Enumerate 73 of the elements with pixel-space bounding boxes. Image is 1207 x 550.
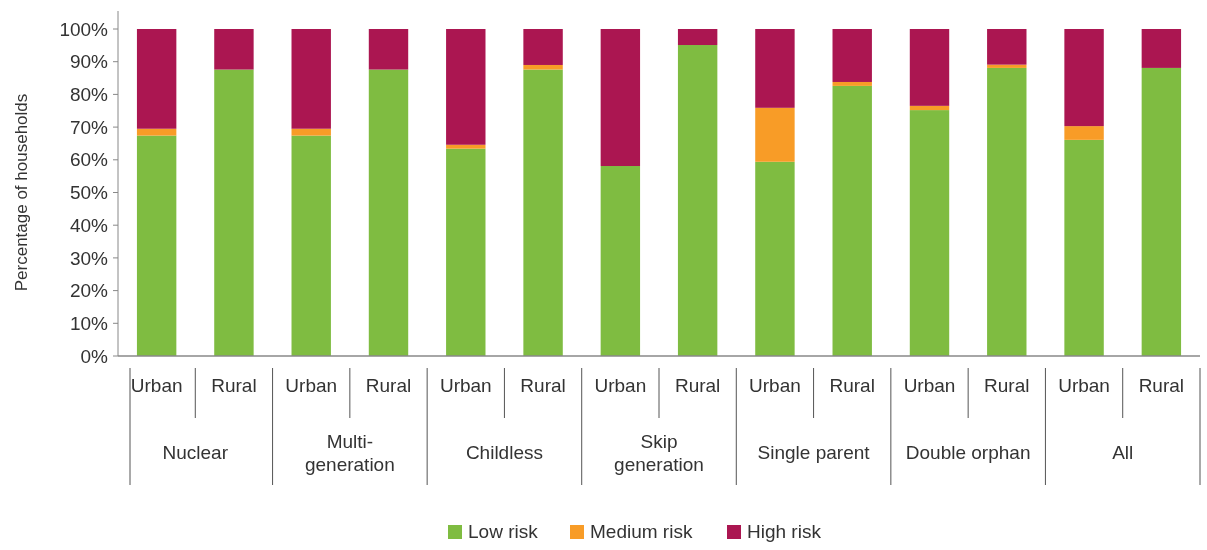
bar bbox=[1064, 139, 1104, 356]
y-tick-label: 60% bbox=[69, 149, 109, 171]
y-tick-label: 50% bbox=[69, 182, 109, 204]
bar bbox=[446, 29, 486, 145]
bar bbox=[987, 29, 1027, 65]
bar bbox=[755, 29, 795, 108]
text: Childless bbox=[465, 442, 543, 463]
x-tick-label: Urban bbox=[439, 375, 492, 396]
bar bbox=[291, 29, 331, 129]
bar bbox=[909, 29, 950, 106]
x-tick-label: Urban bbox=[285, 375, 338, 396]
bar bbox=[832, 29, 872, 82]
y-tick-label: 20% bbox=[69, 280, 109, 302]
text: Multi- generation bbox=[304, 431, 395, 475]
text: Single parent bbox=[757, 442, 871, 463]
bar bbox=[1141, 67, 1182, 356]
x-tick-label: Rural bbox=[365, 375, 412, 396]
y-tick-label: 0% bbox=[80, 345, 109, 367]
bar bbox=[677, 29, 718, 46]
bar bbox=[600, 166, 641, 356]
x-tick-label: Urban bbox=[903, 375, 956, 396]
bar bbox=[1064, 29, 1104, 127]
bar bbox=[446, 148, 486, 356]
bar bbox=[214, 29, 254, 70]
y-tick-label: 10% bbox=[69, 312, 109, 334]
x-tick-label: Urban bbox=[749, 375, 801, 396]
bar bbox=[523, 64, 563, 70]
bar bbox=[755, 161, 795, 356]
bar bbox=[523, 29, 563, 65]
text: Nuclear bbox=[162, 442, 229, 463]
bar bbox=[832, 81, 872, 86]
bar bbox=[136, 29, 177, 129]
text: All bbox=[1112, 442, 1134, 463]
legend-label: Low risk bbox=[468, 521, 539, 542]
bar bbox=[291, 135, 331, 356]
y-tick-label: 70% bbox=[69, 116, 109, 138]
legend-label: Medium risk bbox=[590, 521, 693, 542]
x-tick-label: Rural bbox=[674, 375, 721, 396]
y-axis-title: Percentage of households bbox=[12, 93, 31, 292]
y-tick-label: 30% bbox=[69, 247, 109, 269]
bar bbox=[368, 69, 409, 356]
x-tick-label: Rural bbox=[1138, 375, 1185, 396]
x-tick-label: Rural bbox=[829, 375, 875, 396]
bar bbox=[214, 69, 254, 356]
bar bbox=[446, 144, 486, 149]
bar bbox=[523, 69, 563, 356]
bar bbox=[1064, 126, 1104, 140]
bar bbox=[677, 45, 718, 356]
bar bbox=[136, 128, 177, 136]
x-tick-label: Urban bbox=[130, 375, 183, 396]
y-tick-label: 90% bbox=[69, 51, 109, 73]
legend-label: High risk bbox=[747, 521, 822, 542]
y-tick-label: 40% bbox=[69, 214, 109, 236]
bar bbox=[909, 110, 950, 356]
bar bbox=[368, 29, 409, 70]
bar bbox=[909, 105, 950, 111]
bar bbox=[1141, 29, 1182, 68]
bar bbox=[987, 64, 1027, 68]
y-tick-label: 100% bbox=[59, 18, 109, 40]
bar bbox=[291, 128, 331, 136]
x-tick-label: Rural bbox=[211, 375, 257, 396]
bar bbox=[600, 29, 641, 167]
x-tick-label: Rural bbox=[520, 375, 566, 396]
bar bbox=[987, 67, 1027, 356]
text: Double orphan bbox=[905, 442, 1031, 463]
bar bbox=[832, 85, 872, 356]
bar bbox=[136, 135, 177, 356]
y-tick-label: 80% bbox=[69, 84, 109, 106]
x-tick-label: Urban bbox=[1058, 375, 1110, 396]
bar bbox=[755, 107, 795, 162]
x-tick-label: Rural bbox=[984, 375, 1030, 396]
text: Skip generation bbox=[614, 431, 704, 475]
x-tick-label: Urban bbox=[594, 375, 647, 396]
